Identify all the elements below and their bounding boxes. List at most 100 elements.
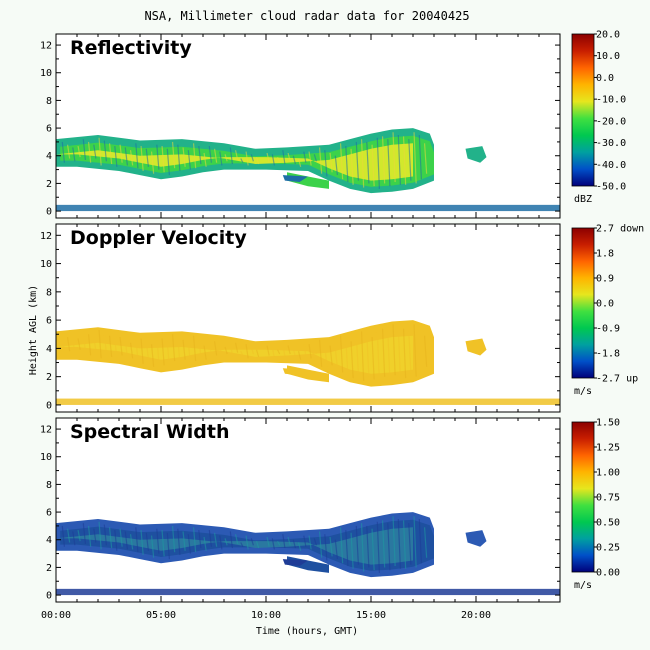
cloud-texture-streak [93, 336, 97, 352]
cloud-texture-streak [219, 535, 223, 550]
colorbar-scale [571, 33, 595, 187]
cloud-texture-streak [103, 332, 107, 355]
cloud-texture-streak [93, 528, 97, 543]
cloud-texture-streak [277, 349, 281, 355]
cloud-texture-streak [150, 151, 155, 174]
cloud-texture-streak [387, 523, 391, 571]
cloud-texture-streak [66, 528, 71, 543]
colorbar-units: dBZ [574, 194, 592, 205]
y-tick-label: 0 [46, 400, 52, 411]
colorbar-tick-label: 0.25 [596, 543, 620, 554]
cloud-texture-streak [114, 145, 118, 167]
cloud-texture-streak [297, 351, 302, 360]
cloud-texture-streak [292, 539, 296, 549]
cloud-texture-streak [61, 334, 65, 356]
cloud-texture-streak [150, 344, 155, 367]
y-tick-label: 6 [46, 124, 52, 135]
cloud-texture-streak [103, 140, 107, 162]
cloud-texture-streak [66, 144, 71, 159]
panel-spectral-width: 0 2 4 6 8 10 12 00:00 05:00 10:00 15:00 20:00 Spectr… [40, 417, 620, 621]
cloud-texture-streak [324, 534, 328, 561]
cloud-texture-streak [98, 521, 102, 550]
y-tick-label: 2 [46, 563, 52, 574]
cloud-texture-streak [150, 535, 155, 558]
colorbar-tick-label: -10.0 [596, 95, 626, 106]
colorbar-tick-label: -30.0 [596, 138, 626, 149]
cloud-texture-streak [381, 136, 386, 184]
cloud-texture-streak [329, 536, 333, 557]
cloud-texture-streak [182, 339, 186, 360]
cloud-texture-streak [192, 527, 197, 553]
cloud-texture-streak [229, 531, 233, 549]
cloud-texture-streak [82, 331, 86, 353]
cloud-texture-streak [308, 344, 312, 359]
cloud-texture-streak [355, 334, 359, 374]
cloud-texture-streak [397, 327, 401, 379]
cloud-texture-streak [177, 337, 181, 364]
cloud-texture-streak [229, 339, 233, 357]
cloud-texture-streak [198, 529, 202, 549]
cloud-texture-streak [87, 334, 92, 356]
cloud-texture-streak [203, 536, 207, 551]
cloud-texture-streak [203, 152, 207, 167]
colorbar-tick-label: 1.00 [596, 468, 620, 479]
cloud-texture-streak [213, 148, 218, 163]
cloud-texture-streak [124, 339, 128, 359]
colorbar-tick-label: 0.0 [596, 299, 614, 310]
colorbar-tick-label: 20.0 [596, 30, 620, 41]
cloud-texture-streak [392, 132, 396, 183]
cloud-texture-streak [413, 132, 417, 184]
cloud-texture-streak [360, 139, 365, 188]
cloud-texture-streak [166, 148, 170, 176]
cloud-texture-streak [187, 342, 191, 363]
cloud-texture-streak [192, 335, 197, 362]
cloud-texture-streak [413, 516, 417, 568]
cloud-texture-streak [145, 148, 149, 167]
cloud-texture-streak [77, 529, 81, 542]
cloud-texture-streak [177, 528, 181, 556]
cloud-texture-streak [250, 346, 254, 355]
cloud-texture-streak [413, 324, 417, 377]
cloud-texture-streak [392, 324, 396, 376]
cloud-texture-streak [329, 345, 333, 366]
y-tick-label: 12 [40, 425, 52, 436]
cloud-texture-streak [282, 534, 286, 549]
cloud-texture-streak [277, 156, 281, 162]
y-tick-label: 4 [46, 151, 52, 162]
cloud-texture-streak [271, 154, 275, 166]
y-axis-label: Height AGL (km) [28, 285, 39, 375]
cloud-texture-streak [108, 527, 113, 549]
cloud-texture-streak [77, 338, 81, 350]
cloud-texture-streak [182, 531, 186, 551]
cloud-texture-streak [129, 342, 134, 359]
cloud-texture-streak [145, 341, 149, 360]
cloud-texture-streak [66, 336, 71, 352]
cloud-texture-streak [360, 523, 365, 572]
cloud-texture-streak [192, 143, 197, 169]
cloud-texture-streak [129, 534, 134, 550]
cloud-texture-streak [98, 137, 102, 166]
cloud-texture-streak [376, 137, 380, 189]
cloud-texture-streak [371, 144, 375, 187]
cloud-texture-streak [255, 349, 260, 358]
cloud-texture-streak [250, 538, 254, 546]
cloud-texture-streak [287, 345, 291, 355]
cloud-texture-streak [402, 136, 407, 185]
x-tick-label: 05:00 [146, 610, 176, 621]
cloud-texture-streak [334, 155, 338, 176]
cloud-texture-streak [119, 337, 123, 356]
cloud-texture-streak [339, 143, 344, 180]
cloud-texture-streak [161, 338, 165, 366]
cloud-texture-streak [245, 151, 249, 166]
cloud-texture-streak [360, 331, 365, 381]
cloud-texture-streak [366, 334, 370, 377]
cloud-texture-streak [402, 328, 407, 379]
cloud-texture-streak [355, 141, 359, 181]
y-tick-label: 2 [46, 179, 52, 190]
colorbar-tick-label: 0.75 [596, 493, 620, 504]
colorbar-tick-label: 0.9 [596, 274, 614, 285]
cloud-texture-streak [397, 518, 401, 569]
cloud-texture-streak [250, 154, 254, 162]
cloud-texture-streak [387, 139, 391, 187]
